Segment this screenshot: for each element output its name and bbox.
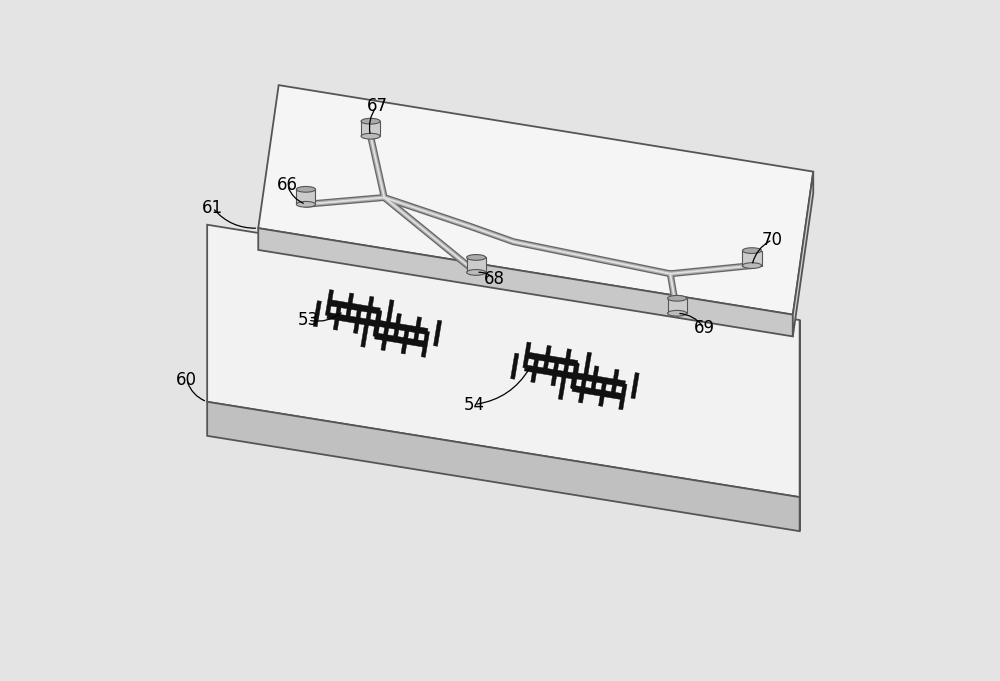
Polygon shape bbox=[374, 311, 382, 337]
Polygon shape bbox=[207, 225, 800, 497]
Polygon shape bbox=[551, 360, 559, 386]
Ellipse shape bbox=[361, 133, 380, 139]
Text: 53: 53 bbox=[297, 311, 319, 329]
Text: 66: 66 bbox=[277, 176, 298, 194]
Text: 67: 67 bbox=[367, 97, 388, 114]
Polygon shape bbox=[531, 356, 539, 383]
Polygon shape bbox=[574, 373, 626, 387]
Polygon shape bbox=[793, 172, 813, 336]
Polygon shape bbox=[611, 369, 619, 396]
Polygon shape bbox=[313, 300, 321, 327]
Ellipse shape bbox=[467, 255, 486, 260]
Polygon shape bbox=[583, 352, 592, 379]
Polygon shape bbox=[570, 362, 579, 389]
Text: 61: 61 bbox=[202, 199, 223, 217]
Polygon shape bbox=[599, 380, 607, 407]
Polygon shape bbox=[619, 383, 627, 410]
Text: 69: 69 bbox=[694, 319, 715, 337]
Polygon shape bbox=[511, 353, 519, 379]
Polygon shape bbox=[467, 257, 486, 272]
Polygon shape bbox=[524, 365, 576, 379]
Ellipse shape bbox=[296, 187, 315, 192]
Polygon shape bbox=[373, 310, 381, 336]
Polygon shape bbox=[333, 304, 342, 330]
Polygon shape bbox=[413, 317, 422, 343]
Text: 68: 68 bbox=[484, 270, 505, 288]
Polygon shape bbox=[386, 300, 394, 326]
Polygon shape bbox=[393, 313, 401, 340]
Polygon shape bbox=[366, 296, 374, 323]
Ellipse shape bbox=[467, 270, 486, 275]
Polygon shape bbox=[296, 189, 315, 204]
Polygon shape bbox=[377, 320, 428, 334]
Polygon shape bbox=[361, 321, 369, 347]
Polygon shape bbox=[374, 333, 426, 347]
Polygon shape bbox=[345, 293, 354, 319]
Ellipse shape bbox=[668, 311, 687, 316]
Polygon shape bbox=[207, 402, 800, 531]
Polygon shape bbox=[353, 307, 362, 334]
Polygon shape bbox=[325, 289, 334, 316]
Polygon shape bbox=[563, 349, 571, 375]
Polygon shape bbox=[421, 331, 430, 358]
Text: 60: 60 bbox=[176, 371, 197, 389]
Ellipse shape bbox=[296, 202, 315, 207]
Polygon shape bbox=[361, 121, 380, 136]
Ellipse shape bbox=[668, 296, 687, 301]
Polygon shape bbox=[329, 300, 380, 314]
Polygon shape bbox=[258, 85, 813, 315]
Polygon shape bbox=[258, 228, 793, 336]
Polygon shape bbox=[572, 385, 623, 400]
Polygon shape bbox=[578, 377, 587, 403]
Polygon shape bbox=[401, 328, 409, 354]
Ellipse shape bbox=[742, 263, 762, 268]
Polygon shape bbox=[742, 251, 762, 266]
Polygon shape bbox=[571, 363, 579, 390]
Polygon shape bbox=[668, 298, 687, 313]
Polygon shape bbox=[327, 313, 378, 327]
Ellipse shape bbox=[361, 118, 380, 124]
Polygon shape bbox=[543, 345, 551, 372]
Polygon shape bbox=[558, 373, 567, 400]
Ellipse shape bbox=[742, 248, 762, 253]
Polygon shape bbox=[381, 324, 389, 351]
Text: 70: 70 bbox=[762, 231, 783, 249]
Polygon shape bbox=[631, 373, 639, 399]
Polygon shape bbox=[526, 352, 578, 366]
Polygon shape bbox=[523, 342, 531, 368]
Text: 54: 54 bbox=[464, 396, 485, 413]
Polygon shape bbox=[591, 366, 599, 392]
Polygon shape bbox=[433, 320, 442, 347]
